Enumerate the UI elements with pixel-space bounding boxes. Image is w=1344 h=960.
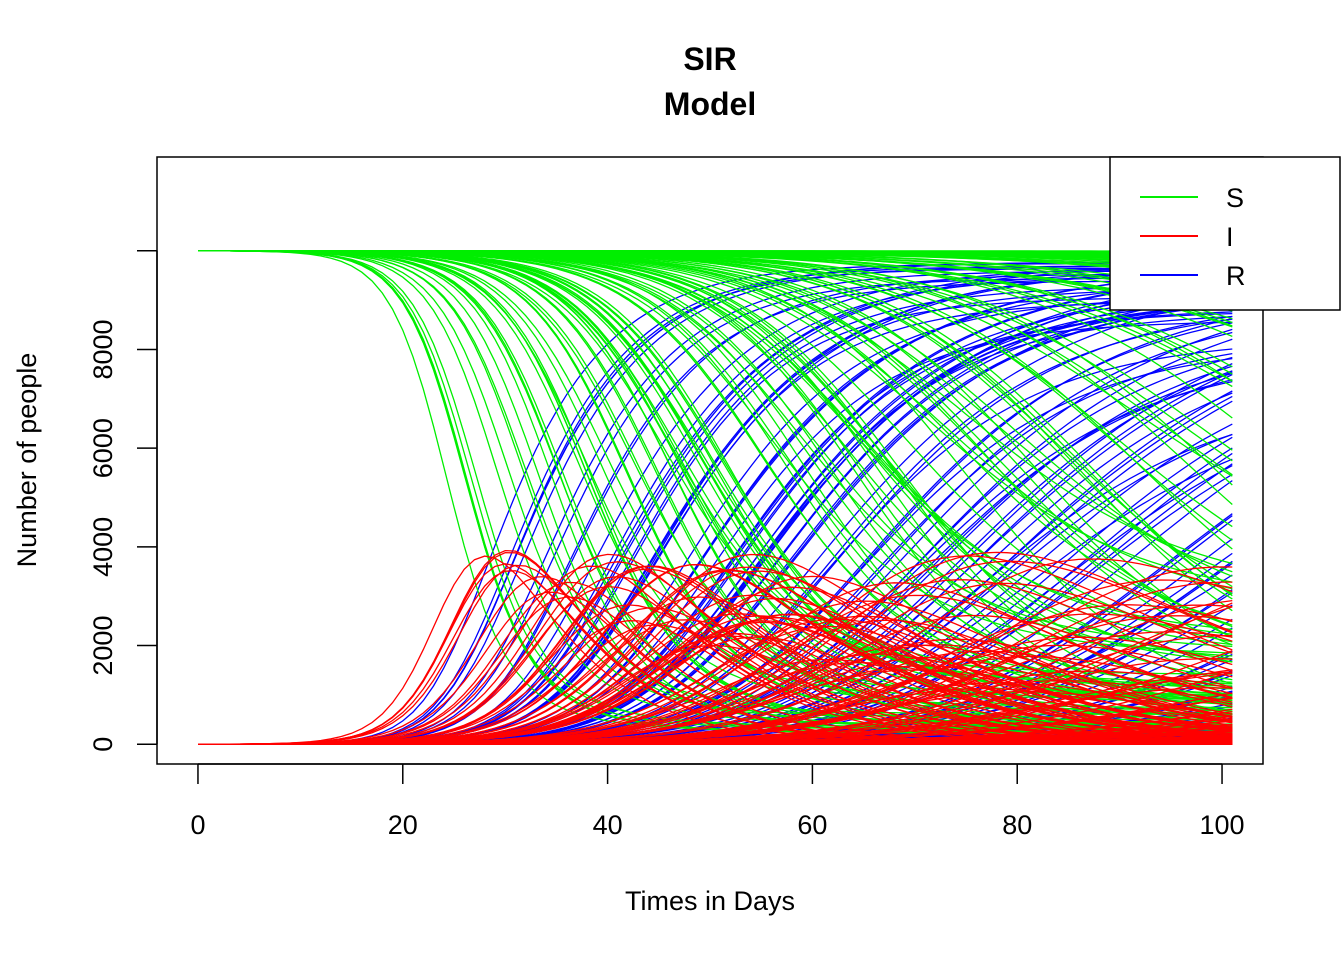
x-axis-label: Times in Days — [625, 886, 795, 916]
x-tick-label: 40 — [593, 810, 623, 840]
series-S-group — [198, 251, 1232, 733]
legend-label-R: R — [1226, 261, 1246, 291]
x-tick-label: 100 — [1200, 810, 1245, 840]
y-tick-label: 6000 — [88, 418, 118, 478]
y-tick-label: 2000 — [88, 616, 118, 676]
x-tick-label: 0 — [190, 810, 205, 840]
legend: SIR — [1110, 157, 1340, 310]
legend-box — [1110, 157, 1340, 310]
series-lines — [198, 251, 1232, 745]
series-R-line — [198, 274, 1232, 745]
x-tick-label: 20 — [388, 810, 418, 840]
series-R-line — [198, 265, 1232, 744]
x-axis: 0 20 40 60 80 100 — [190, 764, 1244, 840]
series-R-line — [198, 274, 1232, 745]
series-R-line — [198, 274, 1232, 745]
y-axis-label: Number of people — [12, 353, 42, 568]
y-axis: 0 2000 4000 6000 8000 — [88, 251, 157, 752]
legend-label-I: I — [1226, 222, 1234, 252]
legend-label-S: S — [1226, 183, 1244, 213]
x-tick-label: 60 — [797, 810, 827, 840]
series-S-line — [198, 251, 1232, 594]
y-tick-label: 4000 — [88, 517, 118, 577]
chart-title-line1: SIR — [683, 41, 736, 77]
y-tick-label: 0 — [88, 737, 118, 752]
series-R-line — [198, 272, 1232, 744]
series-S-line — [198, 251, 1232, 680]
chart-title-line2: Model — [664, 86, 756, 122]
y-tick-label: 8000 — [88, 319, 118, 379]
x-tick-label: 80 — [1002, 810, 1032, 840]
